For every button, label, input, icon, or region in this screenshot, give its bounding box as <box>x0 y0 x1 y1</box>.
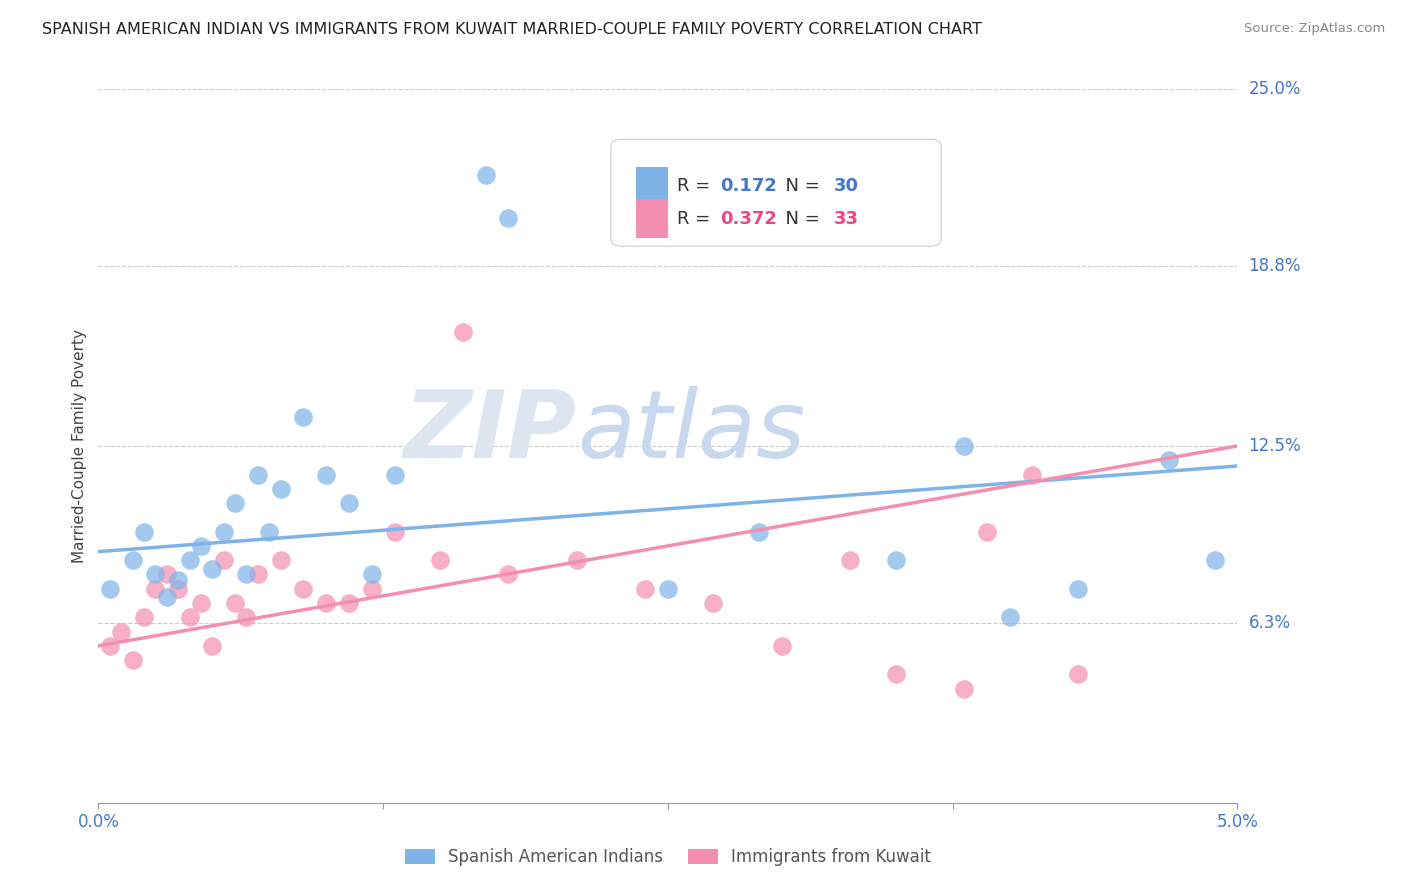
Point <box>384 524 406 539</box>
Point <box>246 467 269 482</box>
Point <box>235 567 257 582</box>
Point <box>360 567 382 582</box>
Point <box>976 524 998 539</box>
Text: SPANISH AMERICAN INDIAN VS IMMIGRANTS FROM KUWAIT MARRIED-COUPLE FAMILY POVERTY : SPANISH AMERICAN INDIAN VS IMMIGRANTS FR… <box>42 22 981 37</box>
Point <box>953 439 976 453</box>
Text: Source: ZipAtlas.com: Source: ZipAtlas.com <box>1244 22 1385 36</box>
Point <box>1021 467 1043 482</box>
Text: 33: 33 <box>834 210 859 227</box>
Text: atlas: atlas <box>576 386 806 477</box>
Point <box>167 582 190 596</box>
Point <box>384 467 406 482</box>
Point <box>429 553 451 567</box>
Point <box>498 211 520 225</box>
Text: R =: R = <box>676 178 716 195</box>
Point <box>474 168 496 182</box>
Point <box>201 639 224 653</box>
Point <box>315 596 337 610</box>
Point <box>884 667 907 681</box>
Text: 25.0%: 25.0% <box>1249 80 1301 98</box>
Point <box>132 524 155 539</box>
Point <box>1067 582 1090 596</box>
FancyBboxPatch shape <box>612 139 941 246</box>
Point <box>132 610 155 624</box>
Point <box>337 596 360 610</box>
Point <box>337 496 360 510</box>
Point <box>212 524 235 539</box>
Point <box>839 553 862 567</box>
Text: ZIP: ZIP <box>404 385 576 478</box>
Point <box>190 596 212 610</box>
Text: N =: N = <box>773 210 825 227</box>
Point <box>98 639 121 653</box>
Text: 30: 30 <box>834 178 859 195</box>
Point <box>156 591 179 605</box>
Point <box>190 539 212 553</box>
Point <box>953 681 976 696</box>
Point <box>565 553 588 567</box>
Point <box>634 582 657 596</box>
Point <box>998 610 1021 624</box>
Y-axis label: Married-Couple Family Poverty: Married-Couple Family Poverty <box>72 329 87 563</box>
Point <box>212 553 235 567</box>
FancyBboxPatch shape <box>636 167 668 206</box>
Point <box>259 524 281 539</box>
Point <box>292 410 315 425</box>
Point <box>270 482 292 496</box>
Point <box>246 567 269 582</box>
Text: R =: R = <box>676 210 716 227</box>
Text: 0.172: 0.172 <box>720 178 778 195</box>
Point <box>121 653 143 667</box>
Point <box>145 567 167 582</box>
Point <box>167 573 190 587</box>
Point <box>1157 453 1180 467</box>
Point <box>145 582 167 596</box>
Point <box>315 467 337 482</box>
Point <box>657 582 679 596</box>
Point <box>235 610 257 624</box>
Point <box>110 624 132 639</box>
Text: 18.8%: 18.8% <box>1249 257 1301 275</box>
FancyBboxPatch shape <box>636 199 668 238</box>
Point <box>1067 667 1090 681</box>
Text: 6.3%: 6.3% <box>1249 614 1291 632</box>
Point <box>270 553 292 567</box>
Point <box>98 582 121 596</box>
Point <box>360 582 382 596</box>
Text: N =: N = <box>773 178 825 195</box>
Point <box>156 567 179 582</box>
Point <box>292 582 315 596</box>
Point <box>770 639 793 653</box>
Text: 0.372: 0.372 <box>720 210 778 227</box>
Text: 12.5%: 12.5% <box>1249 437 1301 455</box>
Point <box>702 596 724 610</box>
Point <box>179 553 201 567</box>
Point <box>748 524 770 539</box>
Point <box>201 562 224 576</box>
Point <box>451 325 474 339</box>
Point <box>884 553 907 567</box>
Point <box>224 496 246 510</box>
Point <box>121 553 143 567</box>
Legend: Spanish American Indians, Immigrants from Kuwait: Spanish American Indians, Immigrants fro… <box>398 842 938 873</box>
Point <box>179 610 201 624</box>
Point <box>498 567 520 582</box>
Point <box>224 596 246 610</box>
Point <box>1204 553 1226 567</box>
